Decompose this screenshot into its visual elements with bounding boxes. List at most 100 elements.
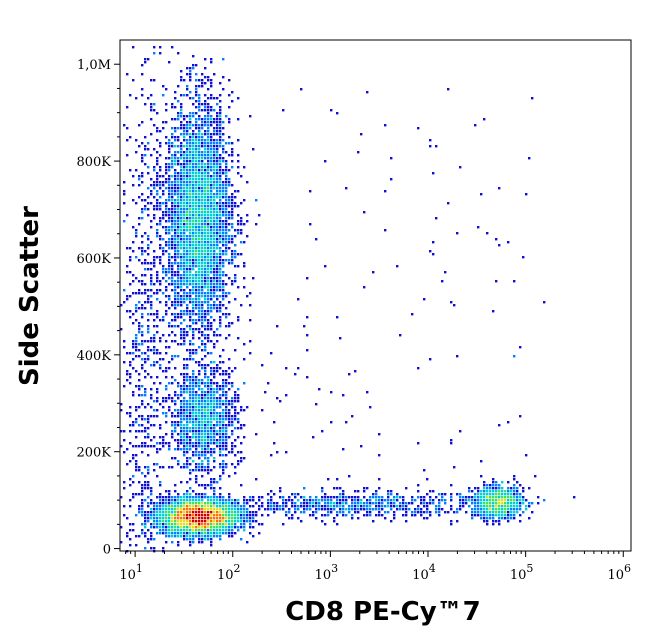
density-point bbox=[198, 493, 201, 496]
density-point bbox=[177, 250, 180, 253]
density-point bbox=[126, 448, 129, 451]
density-point bbox=[159, 175, 162, 178]
density-point bbox=[183, 415, 186, 418]
density-point bbox=[189, 493, 192, 496]
density-point bbox=[198, 532, 201, 535]
density-point bbox=[135, 307, 138, 310]
density-point bbox=[171, 103, 174, 106]
density-point bbox=[156, 205, 159, 208]
density-point bbox=[294, 493, 297, 496]
density-point bbox=[144, 523, 147, 526]
y-tick-label-4: 800K bbox=[76, 155, 111, 170]
density-point bbox=[219, 424, 222, 427]
density-point bbox=[360, 133, 363, 136]
density-point bbox=[573, 496, 576, 499]
density-point bbox=[495, 487, 498, 490]
density-point bbox=[180, 448, 183, 451]
density-point bbox=[210, 214, 213, 217]
density-point bbox=[306, 277, 309, 280]
density-point bbox=[204, 208, 207, 211]
density-point bbox=[207, 187, 210, 190]
density-point bbox=[219, 115, 222, 118]
density-point bbox=[123, 385, 126, 388]
density-point bbox=[507, 511, 510, 514]
density-point bbox=[486, 514, 489, 517]
density-point bbox=[411, 313, 414, 316]
density-point bbox=[171, 304, 174, 307]
density-point bbox=[168, 466, 171, 469]
density-point bbox=[156, 325, 159, 328]
density-point bbox=[183, 145, 186, 148]
density-point bbox=[174, 439, 177, 442]
density-point bbox=[210, 124, 213, 127]
density-point bbox=[348, 505, 351, 508]
density-point bbox=[165, 172, 168, 175]
density-point bbox=[168, 163, 171, 166]
density-point bbox=[177, 223, 180, 226]
density-point bbox=[192, 445, 195, 448]
density-point bbox=[207, 97, 210, 100]
density-point bbox=[171, 331, 174, 334]
density-point bbox=[180, 94, 183, 97]
density-point bbox=[204, 109, 207, 112]
density-point bbox=[297, 493, 300, 496]
density-point bbox=[450, 493, 453, 496]
density-point bbox=[147, 319, 150, 322]
density-point bbox=[171, 223, 174, 226]
density-point bbox=[174, 502, 177, 505]
density-point bbox=[201, 493, 204, 496]
x-tick-label-3: 104 bbox=[412, 562, 436, 583]
density-point bbox=[210, 436, 213, 439]
density-point bbox=[132, 250, 135, 253]
density-point bbox=[195, 229, 198, 232]
density-point bbox=[216, 112, 219, 115]
density-point bbox=[198, 424, 201, 427]
density-point bbox=[141, 283, 144, 286]
density-point bbox=[123, 193, 126, 196]
density-point bbox=[237, 118, 240, 121]
density-point bbox=[198, 454, 201, 457]
density-point bbox=[156, 475, 159, 478]
density-point bbox=[141, 430, 144, 433]
density-point bbox=[267, 505, 270, 508]
density-point bbox=[417, 484, 420, 487]
density-point bbox=[225, 511, 228, 514]
density-point bbox=[171, 415, 174, 418]
density-point bbox=[189, 184, 192, 187]
density-point bbox=[204, 220, 207, 223]
density-point bbox=[492, 505, 495, 508]
density-point bbox=[198, 319, 201, 322]
density-point bbox=[213, 433, 216, 436]
density-point bbox=[216, 115, 219, 118]
density-point bbox=[513, 496, 516, 499]
density-point bbox=[171, 505, 174, 508]
density-point bbox=[198, 244, 201, 247]
density-point bbox=[372, 496, 375, 499]
density-point bbox=[186, 529, 189, 532]
density-point bbox=[495, 493, 498, 496]
density-point bbox=[216, 439, 219, 442]
density-point bbox=[174, 391, 177, 394]
density-point bbox=[333, 520, 336, 523]
density-point bbox=[306, 499, 309, 502]
density-point bbox=[129, 442, 132, 445]
density-point bbox=[162, 466, 165, 469]
density-point bbox=[189, 391, 192, 394]
density-point bbox=[333, 502, 336, 505]
density-point bbox=[249, 520, 252, 523]
density-point bbox=[231, 523, 234, 526]
density-point bbox=[192, 115, 195, 118]
density-point bbox=[219, 415, 222, 418]
density-point bbox=[255, 433, 258, 436]
density-point bbox=[195, 88, 198, 91]
density-point bbox=[219, 373, 222, 376]
density-point bbox=[189, 193, 192, 196]
density-point bbox=[159, 424, 162, 427]
density-point bbox=[189, 196, 192, 199]
density-point bbox=[228, 505, 231, 508]
density-point bbox=[216, 220, 219, 223]
density-point bbox=[219, 286, 222, 289]
density-point bbox=[498, 424, 501, 427]
density-point bbox=[144, 145, 147, 148]
density-point bbox=[213, 412, 216, 415]
